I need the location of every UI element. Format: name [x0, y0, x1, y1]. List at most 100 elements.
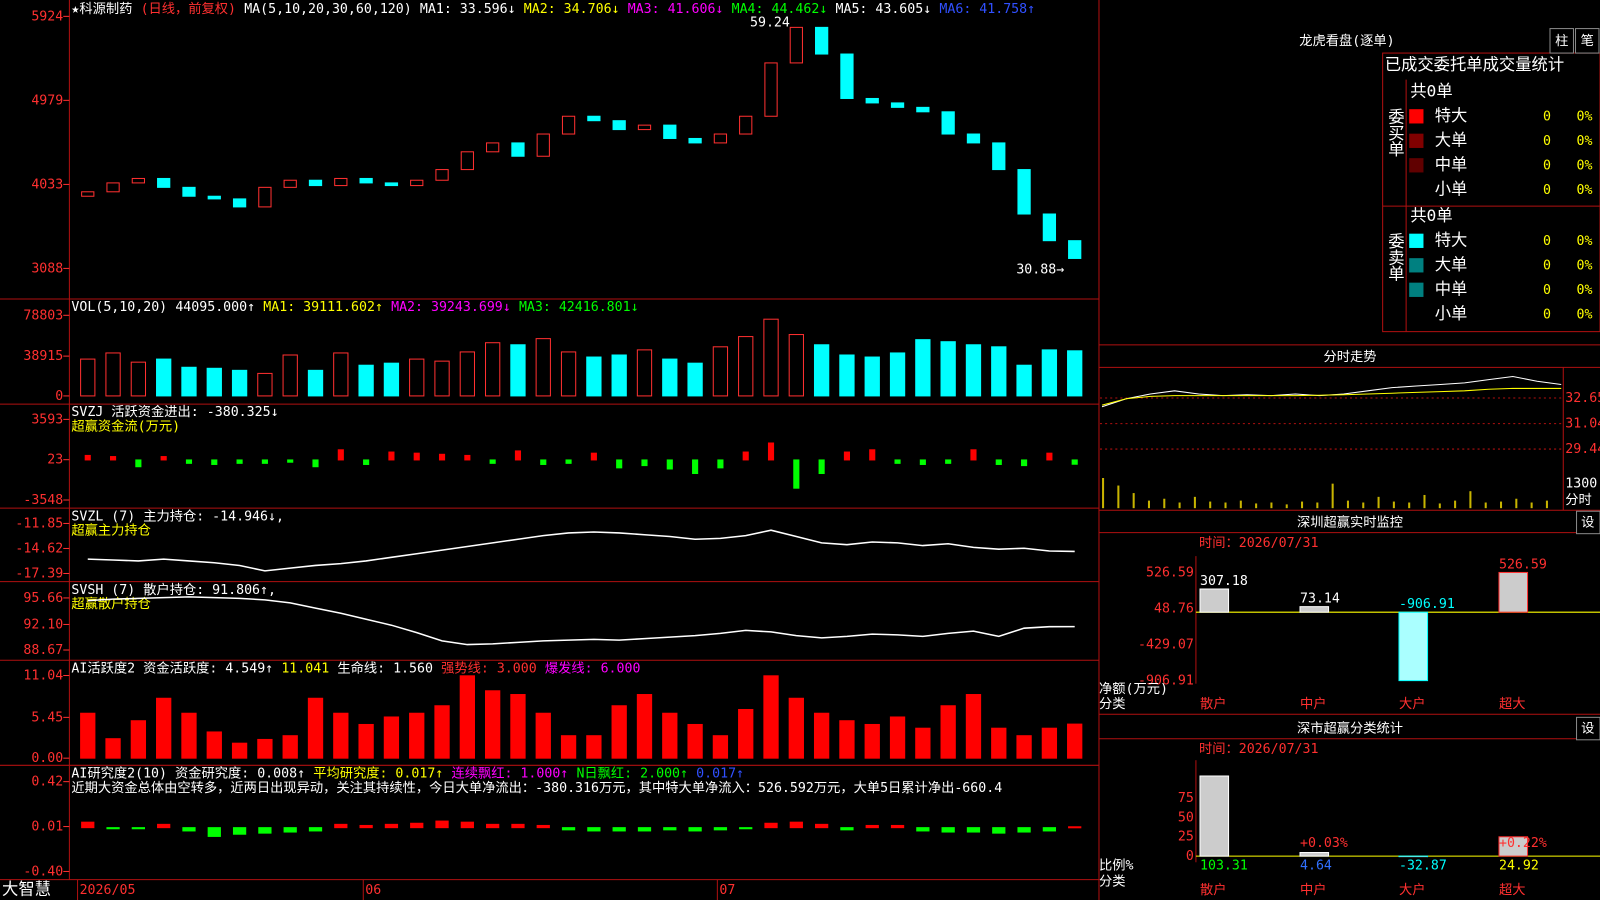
- bar: [486, 823, 500, 829]
- bar: [662, 712, 678, 759]
- candle: [131, 177, 146, 184]
- button-label[interactable]: 笔: [1581, 33, 1594, 49]
- bar: [641, 459, 648, 467]
- bar: [283, 827, 297, 833]
- button-label[interactable]: 柱: [1555, 33, 1568, 49]
- indicator-line: [87, 596, 1075, 646]
- candle: [536, 133, 550, 157]
- bar: [1299, 606, 1330, 613]
- bar: [337, 449, 344, 461]
- header-item: SVZL (7) 主力持仓: -14.946↓,: [71, 508, 284, 524]
- bar: [915, 727, 931, 759]
- button-label[interactable]: 设: [1581, 721, 1594, 737]
- bar: [182, 827, 196, 832]
- left-area: ★科源制药 (日线，前复权) MA(5,10,20,30,60,120) MA1: 3…: [71, 0, 1083, 837]
- button[interactable]: [1549, 28, 1574, 54]
- bar: [181, 366, 197, 397]
- bar: [739, 827, 753, 830]
- note: +0.22%: [1499, 836, 1547, 851]
- bar: [514, 450, 522, 461]
- bar: [206, 731, 222, 759]
- bar: [612, 827, 626, 832]
- bar: [915, 339, 931, 397]
- y-tick-label: 0: [1186, 849, 1194, 864]
- bar: [307, 697, 324, 759]
- bar: [282, 735, 298, 759]
- bar: [308, 827, 323, 832]
- bar: [788, 334, 804, 397]
- intraday-volume: [1515, 498, 1518, 509]
- row-name: 特大: [1435, 230, 1468, 249]
- category-label: 中户: [1300, 881, 1327, 898]
- header-item: AI研究度2(10) 资金研究度: 0.008↑: [71, 765, 305, 781]
- header-item: AI活跃度2 资金活跃度: 4.549↑: [71, 660, 273, 676]
- bar: [1041, 727, 1058, 759]
- y-tick-label: 25: [1178, 830, 1194, 845]
- button[interactable]: [1576, 510, 1600, 535]
- bar: [535, 712, 551, 759]
- bar: [130, 720, 147, 759]
- vol-unit: 分时: [1565, 492, 1592, 508]
- bar: [687, 723, 703, 759]
- bar: [692, 459, 699, 475]
- bar: [484, 690, 501, 759]
- bar: [767, 442, 775, 461]
- candle: [789, 26, 803, 64]
- candle: [334, 177, 348, 187]
- value-label: 307.18: [1200, 574, 1248, 589]
- candle: [106, 182, 120, 193]
- axis-label: 分类: [1099, 874, 1126, 890]
- bar: [1199, 588, 1230, 613]
- candle: [890, 102, 905, 108]
- bar: [865, 824, 879, 829]
- bar: [815, 823, 829, 829]
- header-item: 0.017↑: [696, 766, 744, 781]
- bar: [131, 827, 146, 830]
- bar: [992, 827, 1006, 834]
- bar: [282, 354, 298, 397]
- y-tick-label: 5924: [31, 9, 63, 24]
- bar: [1067, 350, 1083, 397]
- bar: [358, 364, 374, 397]
- bar: [813, 344, 830, 397]
- bar: [438, 453, 446, 461]
- y-tick-label: -14.62: [15, 541, 63, 556]
- legend-swatch: [1409, 133, 1424, 148]
- bar: [359, 824, 373, 829]
- button[interactable]: [1576, 716, 1600, 741]
- candle: [1017, 169, 1031, 215]
- y-tick-label: 3088: [31, 261, 63, 276]
- y-tick-label: 4979: [31, 93, 63, 108]
- row-pct: 0%: [1577, 183, 1593, 198]
- row-pct: 0%: [1577, 134, 1593, 149]
- candle: [840, 53, 854, 99]
- button[interactable]: [1575, 28, 1600, 54]
- bar: [1041, 349, 1058, 397]
- bar: [919, 459, 926, 465]
- y-tick-label: 48.76: [1154, 602, 1194, 617]
- bar: [839, 354, 855, 397]
- bar: [287, 459, 294, 463]
- bar: [941, 827, 955, 833]
- candle: [663, 124, 677, 139]
- bar: [1068, 826, 1082, 829]
- intraday-volume: [1316, 502, 1319, 509]
- bar: [713, 827, 728, 831]
- row-name: 大单: [1435, 130, 1468, 149]
- button-label[interactable]: 设: [1581, 514, 1594, 530]
- date-label: 2026/05: [80, 883, 136, 898]
- bar: [181, 712, 197, 759]
- bar: [611, 705, 627, 759]
- y-tick-label: -3548: [23, 493, 63, 508]
- bar: [813, 712, 830, 759]
- y-tick-label: 0.42: [31, 775, 63, 790]
- bar: [460, 821, 474, 829]
- intraday-volume: [1147, 500, 1150, 509]
- category-label: 大户: [1399, 881, 1426, 898]
- y-tick-label: 0: [55, 389, 63, 404]
- y-tick-label: -906.91: [1138, 674, 1194, 689]
- bar: [135, 459, 142, 468]
- value-label: 4.64: [1300, 858, 1332, 873]
- header-item: SVSH (7) 散户持仓: 91.806↑,: [71, 581, 276, 598]
- intraday-volume: [1500, 501, 1503, 509]
